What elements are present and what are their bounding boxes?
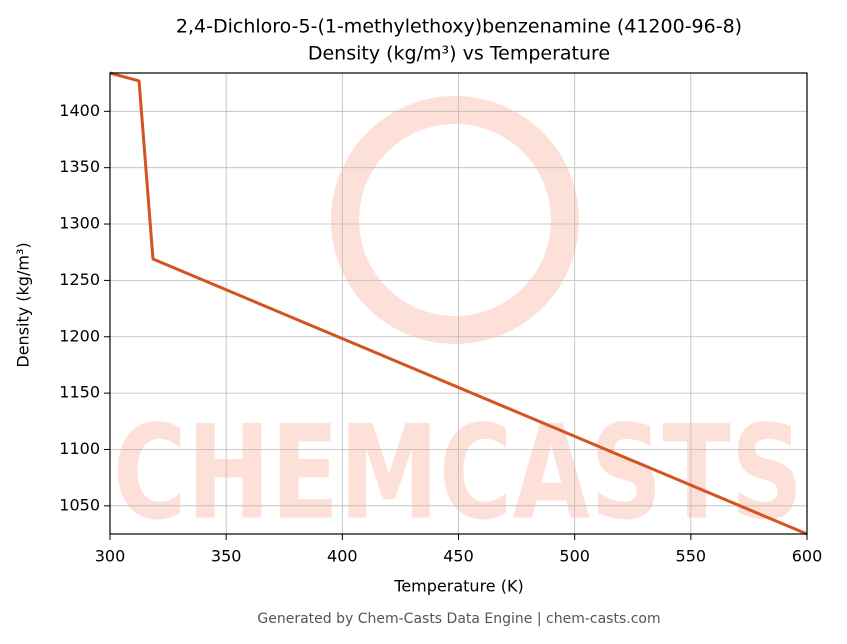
x-tick-label: 350 — [211, 547, 242, 566]
watermark-layer: CHEMCASTS — [113, 96, 803, 549]
x-tick-label: 300 — [95, 547, 126, 566]
watermark-logo — [331, 96, 579, 344]
x-tick-label: 400 — [327, 547, 358, 566]
y-tick-label: 1250 — [59, 270, 100, 289]
chart-subtitle: Density (kg/m³) vs Temperature — [308, 43, 610, 65]
plot-frame — [109, 72, 808, 535]
y-tick-label: 1350 — [59, 157, 100, 176]
y-tick-label: 1300 — [59, 214, 100, 233]
y-axis-label: Density (kg/m³) — [14, 242, 33, 367]
x-tick-label: 550 — [676, 547, 707, 566]
y-tick-label: 1050 — [59, 495, 100, 514]
y-tick-label: 1400 — [59, 101, 100, 120]
watermark: CHEMCASTS — [113, 397, 803, 549]
x-tick-label: 600 — [792, 547, 823, 566]
x-tick-label: 450 — [443, 547, 474, 566]
y-tick-label: 1150 — [59, 383, 100, 402]
y-tick-label: 1100 — [59, 439, 100, 458]
x-axis-label: Temperature (K) — [393, 577, 523, 596]
data-line — [109, 71, 808, 536]
y-tick-label: 1200 — [59, 326, 100, 345]
x-tick-label: 500 — [559, 547, 590, 566]
footer: Generated by Chem-Casts Data Engine | ch… — [257, 611, 660, 627]
chart-title: 2,4-Dichloro-5-(1-methylethoxy)benzenami… — [176, 16, 742, 38]
